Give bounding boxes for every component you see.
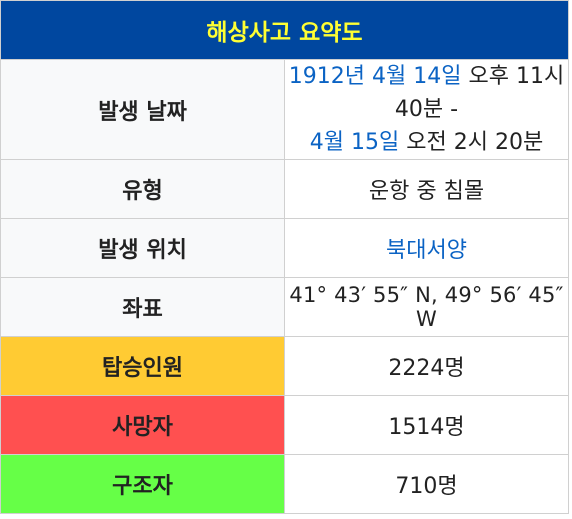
deaths-label: 사망자 — [0, 395, 285, 455]
coordinates-value: 41° 43′ 55″ N, 49° 56′ 45″ W — [284, 277, 569, 337]
type-value: 운항 중 침몰 — [284, 159, 569, 219]
coordinates-label: 좌표 — [0, 277, 285, 337]
deaths-value: 1514명 — [284, 395, 569, 455]
infobox-header-row: 해상사고 요약도 — [0, 0, 569, 60]
type-label: 유형 — [0, 159, 285, 219]
rescued-label: 구조자 — [0, 454, 285, 514]
row-coordinates: 좌표 41° 43′ 55″ N, 49° 56′ 45″ W — [0, 277, 569, 337]
date-line-1: 1912년 4월 14일 오후 11시 40분 - — [285, 60, 568, 126]
rescued-value: 710명 — [284, 454, 569, 514]
row-passengers: 탑승인원 2224명 — [0, 336, 569, 396]
date-end-time: 오전 2시 20분 — [399, 130, 544, 155]
row-rescued: 구조자 710명 — [0, 454, 569, 514]
location-label: 발생 위치 — [0, 218, 285, 278]
date-start-link[interactable]: 1912년 4월 14일 — [288, 64, 462, 89]
infobox-title: 해상사고 요약도 — [0, 0, 569, 60]
passengers-value: 2224명 — [284, 336, 569, 396]
location-value: 북대서양 — [284, 218, 569, 278]
date-label: 발생 날짜 — [0, 59, 285, 160]
passengers-label: 탑승인원 — [0, 336, 285, 396]
location-link[interactable]: 북대서양 — [386, 238, 467, 263]
row-location: 발생 위치 북대서양 — [0, 218, 569, 278]
date-value: 1912년 4월 14일 오후 11시 40분 - 4월 15일 오전 2시 2… — [284, 59, 569, 160]
date-line-2: 4월 15일 오전 2시 20분 — [285, 126, 568, 159]
row-deaths: 사망자 1514명 — [0, 395, 569, 455]
date-end-link[interactable]: 4월 15일 — [309, 130, 400, 155]
row-type: 유형 운항 중 침몰 — [0, 159, 569, 219]
row-date: 발생 날짜 1912년 4월 14일 오후 11시 40분 - 4월 15일 오… — [0, 59, 569, 160]
date-start-time: 오후 11시 40분 - — [394, 64, 565, 122]
